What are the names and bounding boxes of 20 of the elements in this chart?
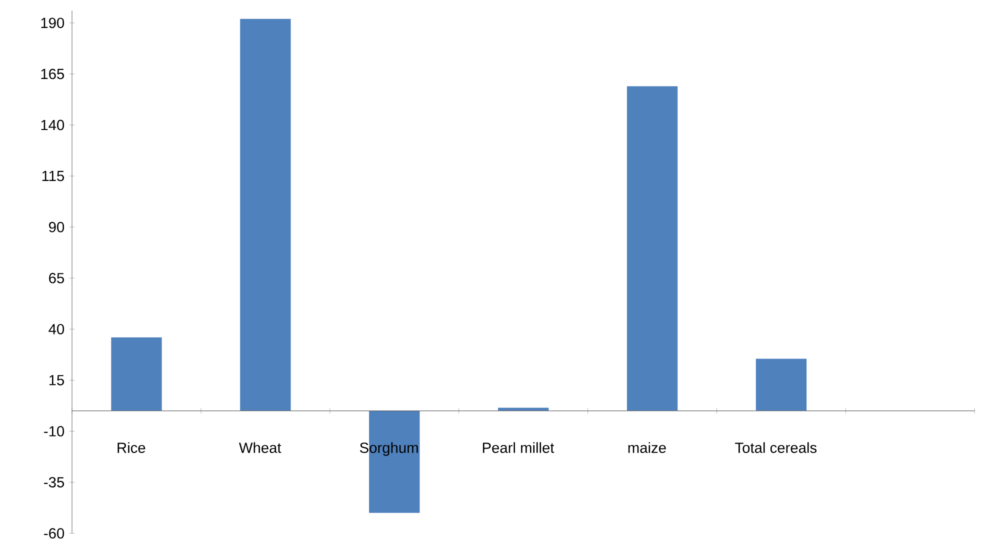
x-tick-label: maize bbox=[628, 442, 666, 453]
bar bbox=[756, 358, 807, 411]
bar bbox=[240, 18, 291, 411]
y-tick-label: -10 bbox=[44, 426, 64, 436]
y-tick-label: 65 bbox=[49, 272, 64, 284]
y-tick-label: 15 bbox=[49, 375, 64, 386]
x-tick-label: Wheat bbox=[238, 442, 282, 453]
y-tick-label: 40 bbox=[48, 324, 64, 334]
y-tick-label: -35 bbox=[44, 477, 64, 488]
y-tick-label: 190 bbox=[41, 18, 64, 28]
bar bbox=[111, 337, 162, 411]
y-tick-label: -60 bbox=[44, 528, 64, 539]
y-tick-label: 115 bbox=[42, 170, 64, 182]
y-tick-label: 140 bbox=[41, 120, 64, 130]
y-tick-label: 165 bbox=[41, 68, 64, 80]
x-tick-label: Rice bbox=[118, 442, 146, 453]
bar bbox=[626, 86, 678, 411]
y-tick-label: 90 bbox=[49, 222, 64, 232]
x-tick-label: Pearl millet bbox=[482, 442, 554, 453]
x-tick-label: Total cereals bbox=[735, 442, 817, 453]
